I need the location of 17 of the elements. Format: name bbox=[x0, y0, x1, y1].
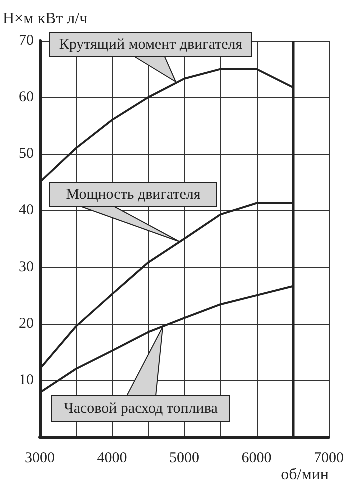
x-tick-label: 7000 bbox=[314, 450, 344, 466]
y-tick-label: 60 bbox=[19, 90, 34, 106]
x-axis-title: об/мин bbox=[281, 466, 330, 484]
y-axis-title: Н×м кВт л/ч bbox=[3, 10, 88, 28]
annotation: Часовой расход топлива bbox=[64, 401, 218, 417]
x-tick-label: 3000 bbox=[25, 450, 55, 466]
y-tick-label: 50 bbox=[19, 146, 34, 162]
x-tick-label: 4000 bbox=[97, 450, 128, 466]
y-tick-label: 40 bbox=[19, 202, 34, 219]
x-tick-label: 6000 bbox=[242, 450, 272, 466]
x-tick-label: 5000 bbox=[170, 450, 200, 466]
y-tick-label: 20 bbox=[19, 316, 34, 332]
annotation: Крутящий момент двигателя bbox=[59, 37, 243, 53]
y-tick-label: 10 bbox=[19, 372, 34, 388]
y-tick-label: 70 bbox=[19, 33, 34, 49]
annotation: Мощность двигателя bbox=[66, 187, 201, 203]
y-tick-label: 30 bbox=[19, 259, 34, 276]
